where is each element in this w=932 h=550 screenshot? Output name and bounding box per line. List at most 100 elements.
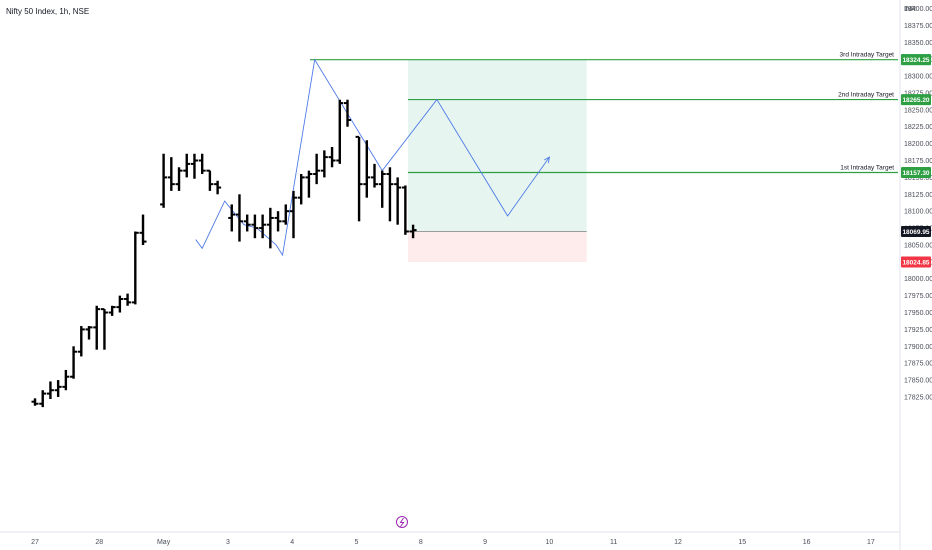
badge-value: 18265.20 bbox=[902, 97, 929, 104]
badge-value: 18157.30 bbox=[902, 170, 929, 177]
time-tick-label: 17 bbox=[867, 539, 875, 546]
ohlc-bar bbox=[320, 150, 328, 178]
price-tick-label: 18175.00 bbox=[904, 158, 932, 165]
ohlc-bar bbox=[100, 308, 108, 350]
time-tick-label: 16 bbox=[803, 539, 811, 546]
badge-background bbox=[901, 94, 931, 106]
ohlc-bar bbox=[259, 214, 267, 239]
ohlc-bar bbox=[371, 163, 379, 188]
chart-title: Nifty 50 Index, 1h, NSE bbox=[6, 7, 90, 16]
stop-badge: 18024.85 bbox=[901, 256, 931, 268]
ohlc-bar bbox=[167, 157, 175, 191]
badge-background bbox=[901, 256, 931, 268]
loss-zone bbox=[407, 231, 587, 262]
ohlc-bar bbox=[336, 99, 344, 164]
ohlc-bar bbox=[409, 224, 417, 239]
level-badge: 18265.20 bbox=[901, 94, 931, 106]
ohlc-bar bbox=[131, 231, 139, 305]
level-badge: 18157.30 bbox=[901, 166, 931, 178]
lightning-icon-bolt bbox=[399, 517, 405, 527]
target-level-label: 1st Intraday Target bbox=[840, 164, 894, 171]
price-badges-layer: 18324.2518324.2518265.2018157.3018069.95… bbox=[901, 54, 931, 268]
currency-label: INR bbox=[904, 6, 916, 13]
time-tick-label: 3 bbox=[226, 539, 230, 546]
price-tick-label: 18250.00 bbox=[904, 107, 932, 114]
ohlc-bar bbox=[313, 153, 321, 185]
badge-background bbox=[901, 166, 931, 178]
time-tick-label: 8 bbox=[419, 539, 423, 546]
price-tick-label: 17825.00 bbox=[904, 394, 932, 401]
badge-value: 18024.85 bbox=[902, 259, 929, 266]
ohlc-bar bbox=[363, 140, 371, 198]
price-tick-label: 18375.00 bbox=[904, 23, 932, 30]
event-icon-layer[interactable] bbox=[396, 516, 408, 528]
price-tick-label: 18225.00 bbox=[904, 124, 932, 131]
ohlc-bar bbox=[198, 153, 206, 175]
profit-zone bbox=[407, 59, 587, 232]
time-tick-label: 11 bbox=[610, 539, 617, 546]
ohlc-bar bbox=[355, 135, 363, 222]
ohlc-bar bbox=[139, 214, 147, 245]
ohlc-bar bbox=[378, 170, 386, 208]
ohlc-bar bbox=[70, 346, 78, 379]
price-tick-label: 17875.00 bbox=[904, 361, 932, 368]
ohlc-bar bbox=[85, 326, 93, 340]
ohlc-bar bbox=[116, 295, 124, 313]
ohlc-bar bbox=[62, 369, 70, 391]
ohlc-bar bbox=[108, 305, 116, 316]
ohlc-bar bbox=[228, 204, 236, 232]
price-tick-label: 18150.00 bbox=[904, 175, 932, 182]
ohlc-bar bbox=[124, 293, 132, 306]
price-tick-label: 18000.00 bbox=[904, 276, 932, 283]
ohlc-bar bbox=[266, 207, 274, 249]
price-tick-label: 18300.00 bbox=[904, 74, 932, 81]
ohlc-bar bbox=[190, 153, 198, 179]
target-level-label: 3rd Intraday Target bbox=[840, 52, 895, 59]
projection-path-layer bbox=[195, 58, 550, 257]
ohlc-bar bbox=[175, 167, 183, 191]
price-tick-label: 17900.00 bbox=[904, 344, 932, 351]
projection-path bbox=[195, 58, 550, 257]
time-tick-label: 9 bbox=[483, 539, 487, 546]
axes-layer bbox=[0, 0, 901, 550]
ohlc-bar bbox=[93, 305, 101, 350]
level-badge: 18324.25 bbox=[901, 54, 931, 66]
ohlc-bar bbox=[343, 99, 351, 127]
price-tick-label: 18400.00 bbox=[904, 6, 932, 13]
price-tick-label: 18350.00 bbox=[904, 40, 932, 47]
ohlc-bar bbox=[160, 153, 168, 208]
ohlc-bar bbox=[289, 190, 297, 239]
price-tick-label: 17925.00 bbox=[904, 327, 932, 334]
lightning-icon[interactable] bbox=[396, 516, 408, 528]
ohlc-bar bbox=[386, 167, 394, 222]
ohlc-bar bbox=[206, 169, 214, 191]
ohlc-bar bbox=[243, 214, 251, 232]
time-tick-label: 28 bbox=[95, 539, 103, 546]
price-tick-label: 18100.00 bbox=[904, 209, 932, 216]
time-tick-label: 10 bbox=[546, 539, 554, 546]
ohlc-bar bbox=[183, 153, 191, 178]
target-levels-layer: 3rd Intraday Target 2nd Intraday Target 1s… bbox=[310, 52, 898, 174]
badge-value: 18069.95 bbox=[902, 229, 929, 236]
time-tick-label: 12 bbox=[674, 539, 682, 546]
badge-value: 18324.25 bbox=[902, 57, 929, 64]
price-tick-label: 18125.00 bbox=[904, 192, 932, 199]
ohlc-bar bbox=[46, 381, 54, 399]
ohlc-bar bbox=[328, 146, 336, 168]
time-tick-label: 4 bbox=[290, 539, 294, 546]
time-tick-label: 5 bbox=[355, 539, 359, 546]
ohlc-bar bbox=[214, 180, 222, 195]
last-price-badge: 18069.95 bbox=[901, 225, 931, 237]
ohlc-bar bbox=[251, 214, 259, 239]
price-tick-label: 17850.00 bbox=[904, 378, 932, 385]
badge-background bbox=[901, 54, 931, 66]
ohlc-bar bbox=[77, 326, 85, 357]
price-tick-label: 18050.00 bbox=[904, 242, 932, 249]
ohlc-bar bbox=[274, 211, 282, 232]
time-tick-label: 27 bbox=[31, 539, 39, 546]
time-tick-label: 15 bbox=[738, 539, 746, 546]
price-tick-label: 17975.00 bbox=[904, 293, 932, 300]
time-tick-label: May bbox=[157, 539, 171, 546]
ohlc-bar bbox=[282, 204, 290, 225]
